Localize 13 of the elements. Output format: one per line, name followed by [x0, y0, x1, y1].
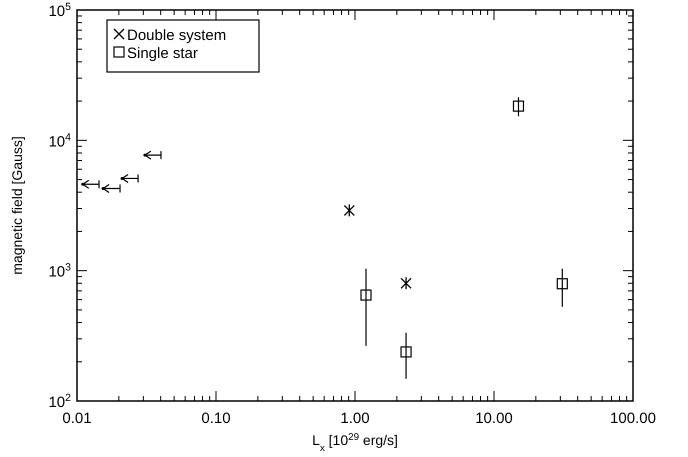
y-tick-label: 10$^{4}$: [48, 131, 72, 150]
x-tick-label: 0.10: [201, 410, 231, 427]
x-tick-label: 0.01: [62, 410, 92, 427]
y-tick-label: 10$^{3}$: [48, 262, 72, 281]
y-tick-label: 10$^{5}$: [48, 1, 72, 20]
y-tick-label: 10$^{2}$: [48, 392, 72, 411]
x-tick-label: 100.00: [610, 410, 656, 427]
legend-label: Double system: [127, 27, 226, 44]
legend-label: Single star: [127, 45, 198, 62]
y-axis-title: magnetic field [Gauss]: [9, 136, 25, 275]
x-tick-label: 1.00: [340, 410, 370, 427]
x-tick-label: 10.00: [475, 410, 513, 427]
x-axis-title: L$_{x}$ [10$^{29}$ erg/s]: [312, 432, 398, 454]
